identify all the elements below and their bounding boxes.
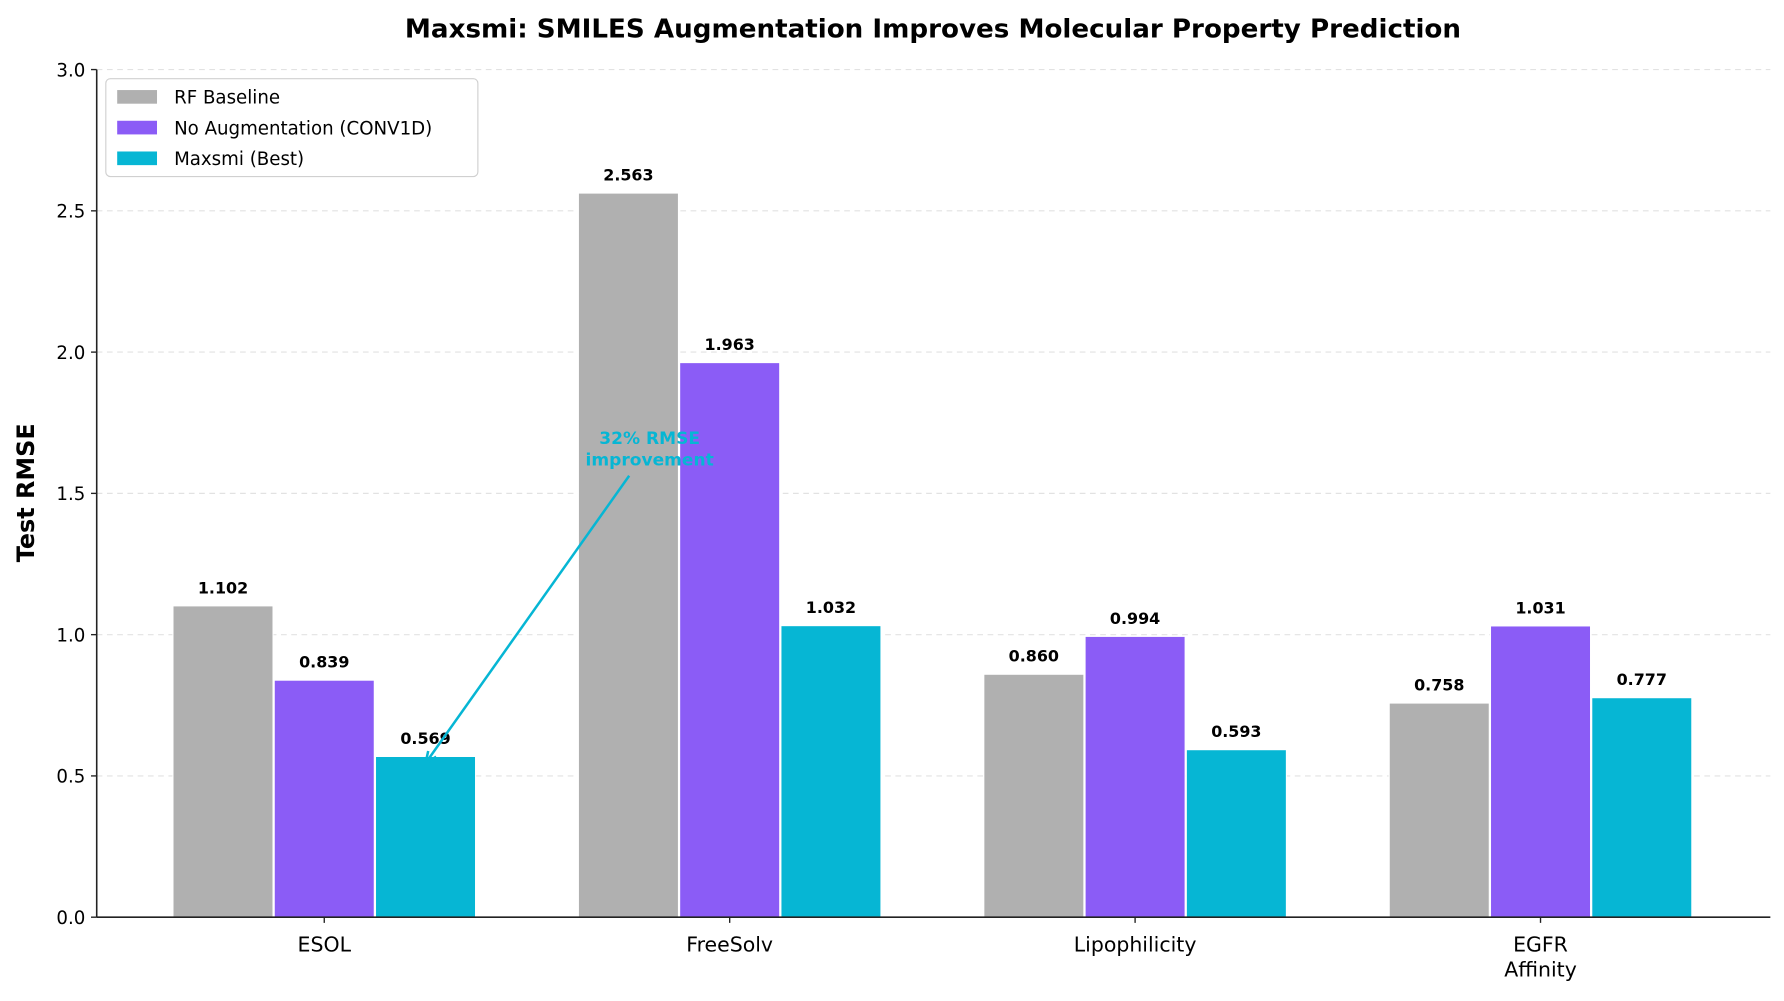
legend-swatch	[117, 90, 158, 104]
y-tick-label: 2.0	[56, 343, 85, 364]
legend-label: Maxsmi (Best)	[174, 149, 304, 170]
bar-maxsmi-best-	[780, 625, 882, 918]
bar-no-augmentation-conv1d-	[1084, 635, 1186, 918]
y-tick-label: 0.5	[56, 767, 85, 788]
arrowhead-icon	[423, 750, 437, 766]
y-tick-label: 2.5	[56, 202, 85, 223]
data-label: 0.593	[1211, 722, 1261, 741]
legend-label: RF Baseline	[174, 88, 280, 109]
data-label: 1.032	[806, 598, 856, 617]
bar-rf-baseline	[172, 605, 274, 918]
y-tick-label: 3.0	[56, 60, 85, 81]
y-tick-label: 1.0	[56, 625, 85, 646]
y-tick-label: 0.0	[56, 908, 85, 929]
bar-rf-baseline	[577, 192, 680, 918]
bar-rf-baseline	[1388, 702, 1490, 918]
annotation-text: improvement	[586, 451, 714, 471]
data-label: 0.839	[299, 653, 349, 672]
x-tick-label: Affinity	[1504, 957, 1577, 981]
annotation-arrow	[424, 475, 631, 764]
data-label: 0.777	[1617, 670, 1667, 689]
y-axis-label: Test RMSE	[12, 423, 40, 562]
legend-swatch	[117, 120, 158, 135]
bar-rf-baseline	[983, 673, 1085, 918]
bar-maxsmi-best-	[1591, 697, 1693, 918]
x-tick-label: Lipophilicity	[1074, 932, 1197, 956]
x-tick-label: ESOL	[298, 932, 352, 956]
data-label: 2.563	[603, 166, 653, 185]
x-tick-label: FreeSolv	[686, 932, 773, 956]
annotation-text: 32% RMSE	[599, 429, 700, 449]
data-label: 0.758	[1414, 676, 1464, 695]
data-label: 0.860	[1009, 647, 1059, 666]
data-label: 0.569	[400, 729, 450, 748]
data-label: 0.994	[1110, 609, 1160, 628]
data-label: 1.963	[705, 335, 755, 354]
legend-label: No Augmentation (CONV1D)	[174, 118, 432, 139]
bar-no-augmentation-conv1d-	[273, 679, 375, 918]
bar-maxsmi-best-	[1185, 749, 1287, 918]
bar-no-augmentation-conv1d-	[1489, 625, 1592, 918]
bar-maxsmi-best-	[374, 755, 477, 918]
legend-box	[105, 78, 479, 178]
chart-title: Maxsmi: SMILES Augmentation Improves Mol…	[405, 15, 1461, 45]
data-label: 1.102	[198, 578, 248, 597]
legend-swatch	[117, 151, 158, 166]
y-tick-label: 1.5	[56, 484, 85, 505]
bar-no-augmentation-conv1d-	[679, 361, 781, 918]
data-label: 1.031	[1515, 598, 1565, 617]
x-tick-label: EGFR	[1513, 932, 1568, 956]
